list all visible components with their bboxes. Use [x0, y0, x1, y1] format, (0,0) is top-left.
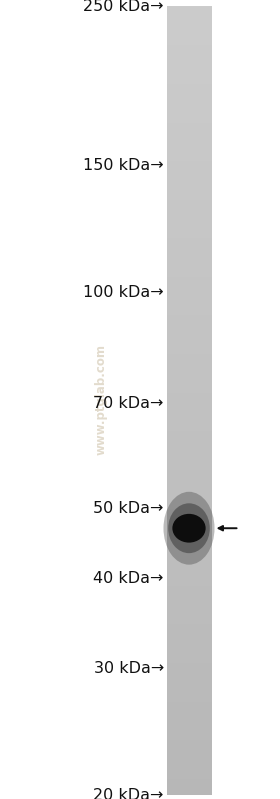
- Text: 40 kDa→: 40 kDa→: [94, 571, 164, 586]
- Text: www.ptglab.com: www.ptglab.com: [94, 344, 107, 455]
- Text: 100 kDa→: 100 kDa→: [83, 285, 164, 300]
- Text: 30 kDa→: 30 kDa→: [94, 661, 164, 676]
- Text: 20 kDa→: 20 kDa→: [94, 788, 164, 799]
- Ellipse shape: [164, 492, 214, 565]
- Ellipse shape: [172, 514, 206, 543]
- Ellipse shape: [168, 503, 210, 553]
- Text: 50 kDa→: 50 kDa→: [94, 502, 164, 516]
- Text: 250 kDa→: 250 kDa→: [83, 0, 164, 14]
- Text: 70 kDa→: 70 kDa→: [94, 396, 164, 411]
- Text: 150 kDa→: 150 kDa→: [83, 158, 164, 173]
